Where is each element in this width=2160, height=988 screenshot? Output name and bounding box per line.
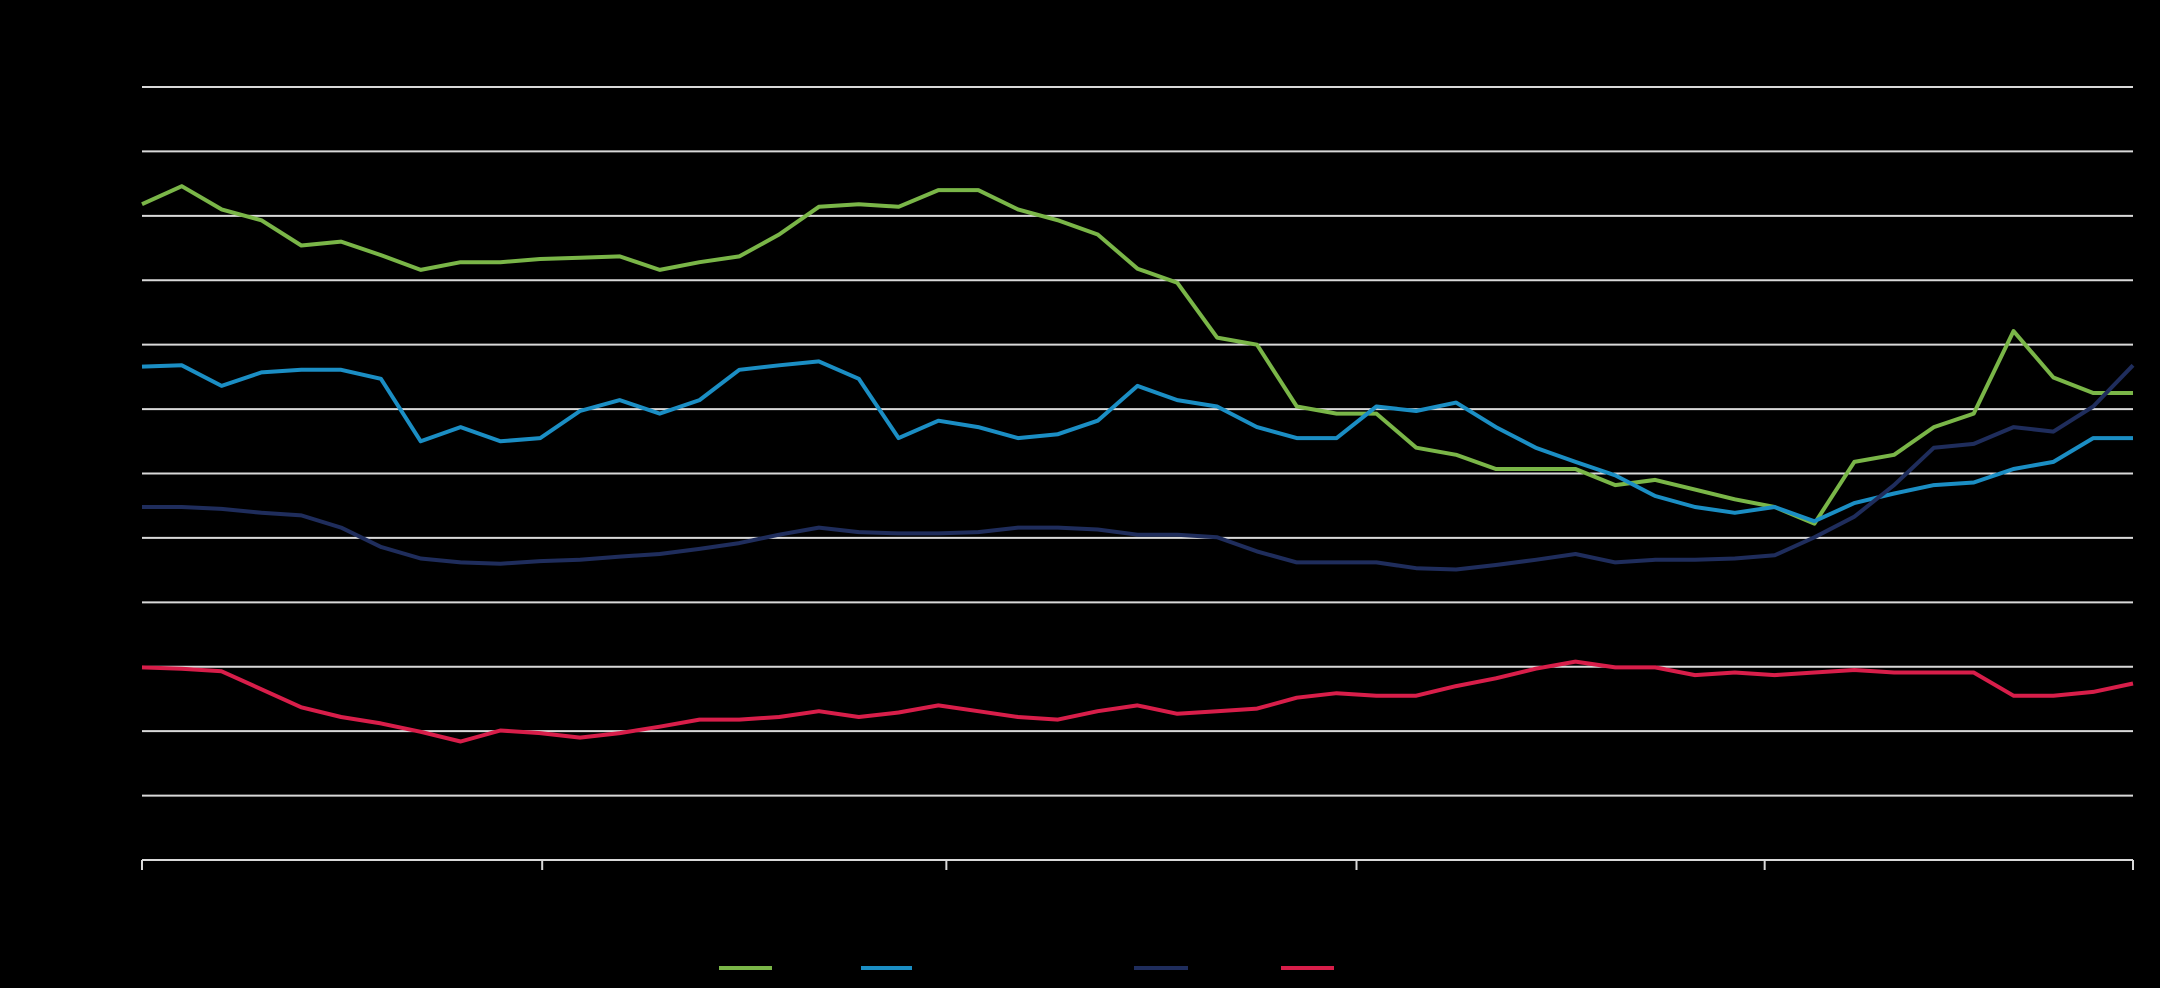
- series-line: [141, 359, 2133, 524]
- series-line: [141, 659, 2134, 744]
- series-line: [142, 363, 2135, 572]
